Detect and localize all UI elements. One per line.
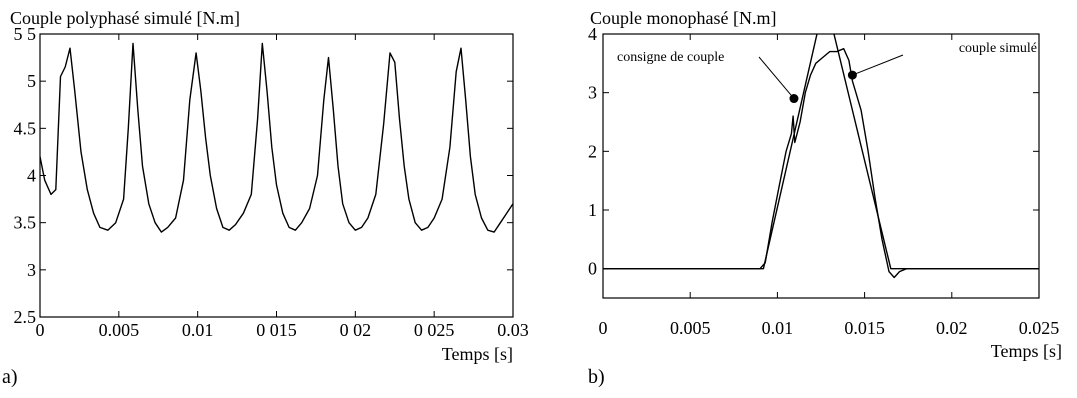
chart-a-ticks: 0 0.005 0.01 0 015 0 02 0 025 0.03 2.5 3 3.5 4 4.5 5… bbox=[14, 24, 529, 340]
panel-label-a: a) bbox=[2, 366, 18, 388]
chart-b-y-tick-label: 1 bbox=[588, 200, 597, 220]
chart-a-y-tick-label: 5 bbox=[27, 71, 36, 91]
chart-b-y-tick-label: 3 bbox=[588, 83, 597, 103]
chart-b-annotation-leader bbox=[852, 54, 904, 76]
chart-b-annotation-leader bbox=[758, 56, 795, 99]
chart-a-x-tick-label: 0 02 bbox=[340, 320, 372, 340]
chart-b-x-tick-label: 0 bbox=[599, 318, 608, 338]
chart-b: Couple monophasé [N.m] 0 0.005 0.01 0.015 0.… bbox=[588, 8, 1062, 361]
chart-a-plot-frame bbox=[39, 33, 514, 318]
chart-b-annotation-label: consigne de couple bbox=[617, 50, 724, 65]
chart-a-y-tick-label: 3 bbox=[27, 260, 36, 280]
chart-a-y-tick-label: 4 bbox=[27, 166, 36, 186]
chart-a: Couple polyphasé simulé [N.m] 0 0.005 0.01… bbox=[10, 8, 529, 364]
chart-a-title: Couple polyphasé simulé [N.m] bbox=[10, 8, 240, 28]
chart-b-y-tick-label: 2 bbox=[588, 141, 597, 161]
chart-b-y-tick-label: 4 bbox=[588, 24, 597, 44]
chart-a-x-axis-label: Temps [s] bbox=[442, 344, 513, 364]
chart-a-x-tick-label: 0 bbox=[36, 320, 45, 340]
chart-a-y-tick-label: 2.5 bbox=[14, 307, 37, 327]
chart-a-x-tick-label: 0 025 bbox=[414, 320, 455, 340]
chart-a-series-0-line bbox=[40, 42, 513, 233]
chart-b-plot-frame bbox=[602, 33, 1040, 299]
chart-b-lines bbox=[603, 34, 1039, 279]
chart-a-x-tick-label: 0.03 bbox=[497, 320, 529, 340]
chart-a-lines bbox=[40, 42, 513, 233]
chart-a-x-tick-label: 0 015 bbox=[256, 320, 297, 340]
chart-b-series-1-line bbox=[603, 48, 1039, 279]
chart-b-x-tick-label: 0.02 bbox=[936, 318, 968, 338]
chart-a-y-tick-label: 3.5 bbox=[14, 213, 37, 233]
chart-a-x-tick-label: 0.01 bbox=[182, 320, 214, 340]
panel-label-b: b) bbox=[588, 366, 605, 388]
chart-b-x-tick-label: 0.01 bbox=[762, 318, 794, 338]
chart-b-x-axis-label: Temps [s] bbox=[991, 341, 1062, 361]
chart-b-ticks: 0 0.005 0.01 0.015 0.02 0.025 0 1 2 3 4 bbox=[588, 24, 1059, 338]
chart-a-x-tick-label: 0.005 bbox=[99, 320, 140, 340]
chart-b-x-tick-label: 0.015 bbox=[844, 318, 885, 338]
chart-a-y-tick-label: 4.5 bbox=[14, 118, 37, 138]
chart-b-title: Couple monophasé [N.m] bbox=[590, 8, 776, 28]
chart-b-annotations: consigne de couple couple simulé bbox=[617, 41, 1037, 104]
chart-b-x-tick-label: 0.005 bbox=[670, 318, 711, 338]
chart-b-annotation-marker bbox=[847, 70, 857, 80]
chart-b-annotation-label: couple simulé bbox=[959, 41, 1037, 56]
chart-b-x-tick-label: 0.025 bbox=[1019, 318, 1060, 338]
chart-a-y-tick-label: 5 5 bbox=[14, 24, 37, 44]
chart-b-annotation-marker bbox=[789, 94, 799, 104]
chart-b-y-tick-label: 0 bbox=[588, 259, 597, 279]
